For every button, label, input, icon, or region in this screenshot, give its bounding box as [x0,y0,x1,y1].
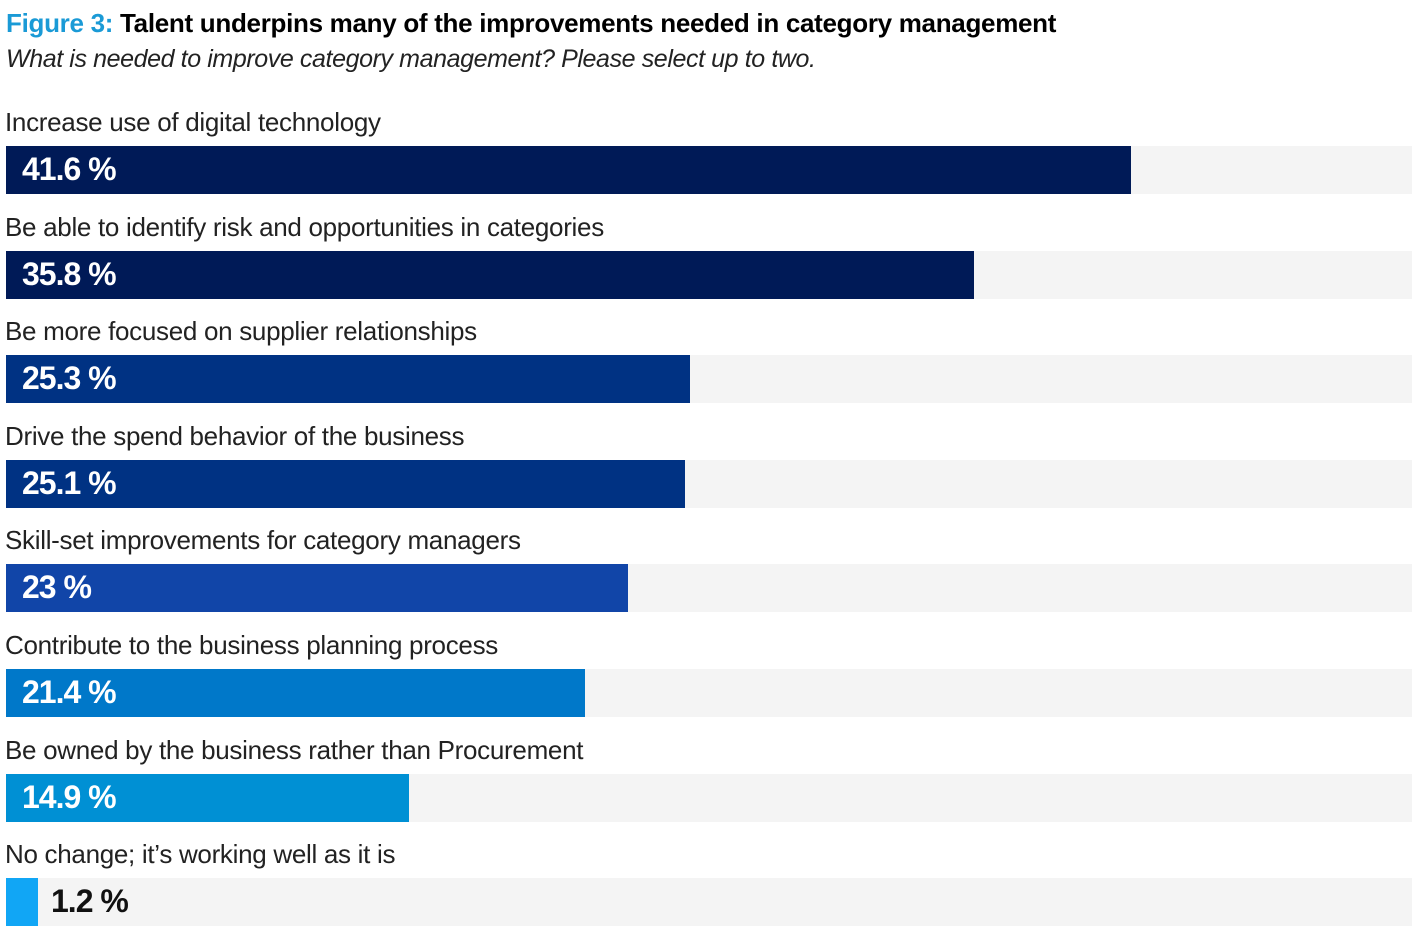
bar-track: 1.2 % [6,878,1412,927]
category-label: Drive the spend behavior of the business [5,420,465,451]
chart-subtitle: What is needed to improve category manag… [6,45,816,73]
category-label: Be more focused on supplier relationship… [5,316,477,347]
bar-track: 25.1 % [6,459,1412,508]
bar [6,878,38,927]
value-label: 23 % [22,569,92,606]
bar-track: 25.3 % [6,355,1412,404]
bar [6,355,690,404]
category-label: Increase use of digital technology [5,107,381,137]
bar-track: 14.9 % [6,773,1412,822]
bar-track: 41.6 % [6,146,1412,194]
category-label: Contribute to the business planning proc… [5,630,498,660]
value-label: 41.6 % [22,151,117,187]
bar [6,146,1131,194]
value-label: 14.9 % [22,778,117,815]
value-label: 21.4 % [22,674,117,710]
bar-track: 21.4 % [6,669,1412,717]
bar [6,669,585,717]
category-label: Be able to identify risk and opportuniti… [5,211,604,242]
bar-track: 35.8 % [6,250,1412,299]
value-label: 1.2 % [51,883,129,920]
bar [6,459,685,508]
chart-title: Figure 3: Talent underpins many of the i… [6,8,1056,39]
value-label: 25.1 % [22,464,117,501]
bar [6,564,628,613]
bar-track: 23 % [6,564,1412,613]
figure-title: Talent underpins many of the improvement… [120,8,1057,38]
category-label: Be owned by the business rather than Pro… [5,734,584,765]
category-label: No change; it’s working well as it is [5,839,396,870]
bar [6,773,409,822]
bar [6,250,974,299]
category-label: Skill-set improvements for category mana… [5,525,521,556]
value-label: 35.8 % [22,255,117,292]
value-label: 25.3 % [22,360,117,397]
figure-label: Figure 3: [6,8,114,38]
